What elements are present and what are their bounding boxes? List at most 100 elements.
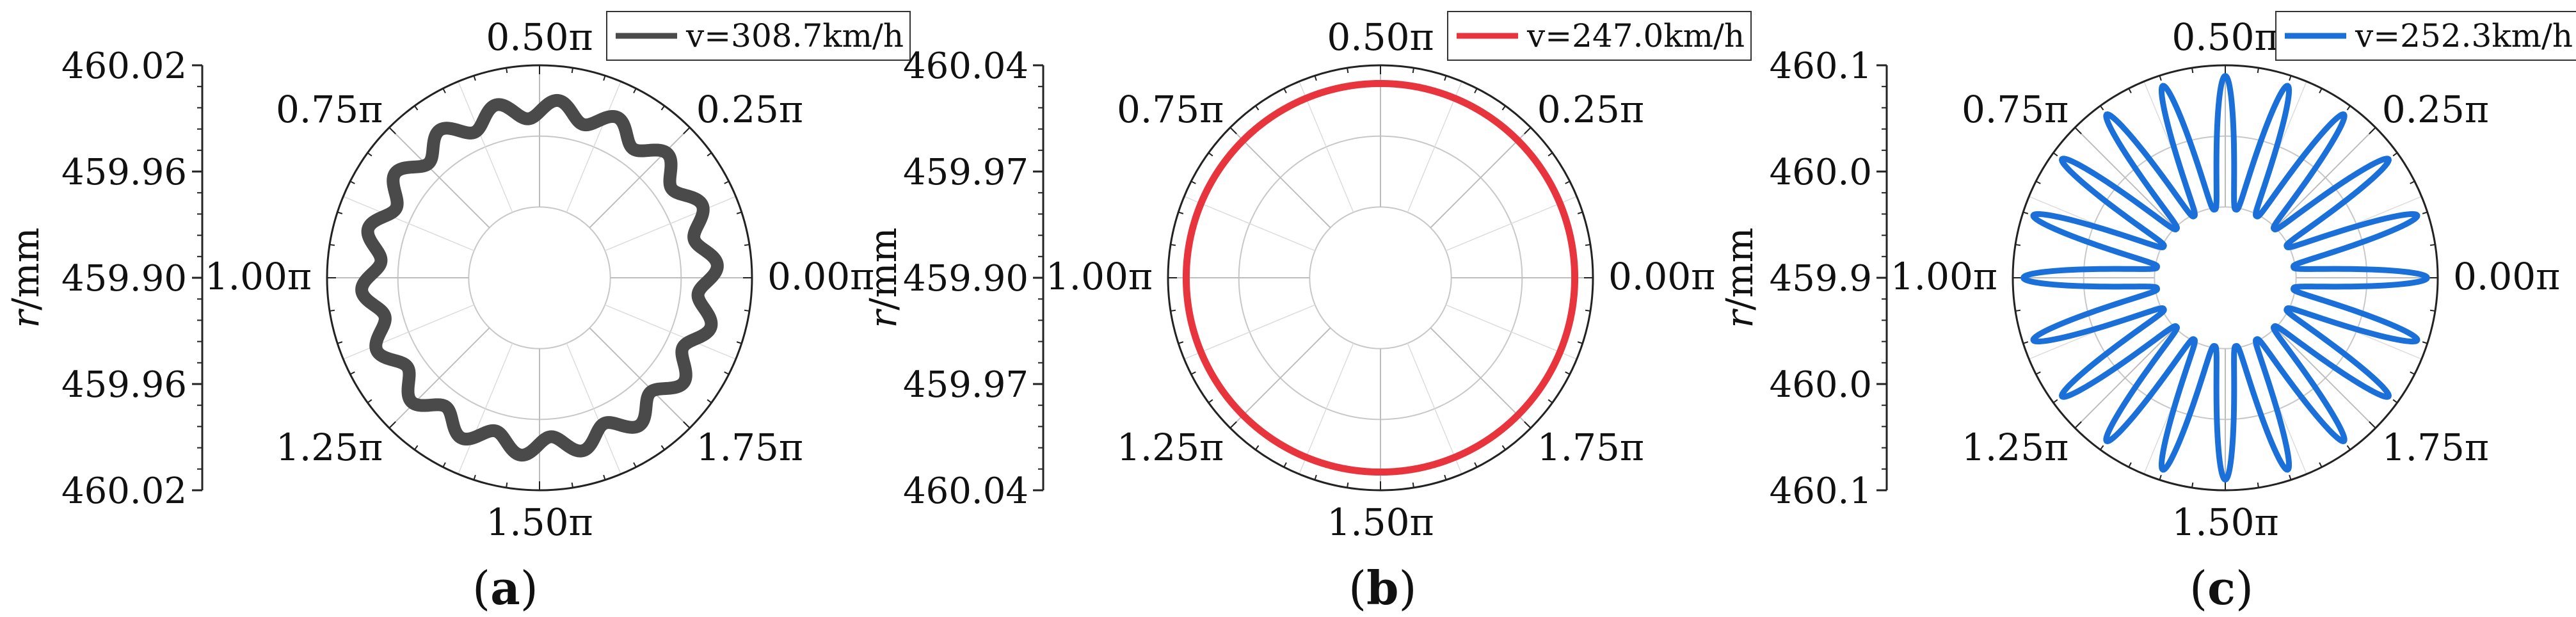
angle-tick: [1577, 341, 1583, 344]
caption-open-paren: (: [472, 561, 490, 615]
radial-tick-label: 459.97: [903, 364, 1028, 406]
angle-label: 1.75π: [2382, 426, 2489, 469]
series-line: [2020, 73, 2430, 483]
angle-tick: [2022, 211, 2029, 214]
angle-tick: [1255, 105, 1260, 111]
y-axis-title-unit: /mm: [861, 227, 905, 310]
angle-tick: [1444, 474, 1447, 481]
angle-tick: [2257, 67, 2259, 74]
grid-spoke: [388, 327, 490, 429]
radial-tick-label: 460.1: [1770, 45, 1872, 87]
grid-spoke: [2074, 327, 2176, 429]
panels: 0.00π 0.25π 0.50π 0.75π 1.00π 1.25π 1.50π 1.75π…: [4, 11, 2576, 615]
angle-tick: [724, 180, 730, 184]
angle-label: 0.50π: [2172, 15, 2278, 59]
legend: v=252.3km/h: [2275, 11, 2576, 61]
legend-label: v=252.3km/h: [2355, 17, 2573, 54]
grid-spoke: [1183, 196, 1316, 252]
angle-tick: [633, 88, 637, 93]
angle-tick: [2369, 127, 2376, 134]
angle-tick: [2159, 474, 2162, 481]
caption-open-paren: (: [2189, 561, 2207, 615]
caption-open-paren: (: [1348, 561, 1366, 615]
angle-tick: [1208, 399, 1213, 403]
angle-tick: [1565, 180, 1571, 184]
y-axis-title-unit: /mm: [4, 227, 47, 310]
grid-spoke: [1299, 81, 1354, 213]
caption-close-paren: ): [2236, 561, 2253, 615]
angle-label: 0.25π: [2382, 88, 2489, 131]
angle-label: 1.25π: [1117, 426, 1224, 469]
angle-tick: [736, 211, 742, 214]
series-line: [355, 93, 724, 462]
grid-spoke: [1183, 304, 1316, 360]
panel-a: 0.00π 0.25π 0.50π 0.75π 1.00π 1.25π 1.50π 1.75π…: [4, 11, 911, 615]
angle-tick: [1178, 341, 1184, 344]
caption-close-paren: ): [520, 561, 538, 615]
angle-tick: [2319, 462, 2323, 468]
angle-tick: [1585, 309, 1591, 312]
angle-tick: [2410, 180, 2415, 184]
angle-label: 1.50π: [2172, 501, 2278, 544]
angle-tick: [683, 421, 691, 429]
radial-tick-label: 459.97: [903, 152, 1028, 193]
angle-tick: [707, 152, 712, 157]
angle-label: 1.50π: [1327, 501, 1434, 544]
angle-tick: [1501, 445, 1506, 451]
angle-tick: [2052, 399, 2058, 403]
angle-tick: [329, 309, 335, 312]
grid-spoke: [388, 127, 490, 228]
angle-tick: [707, 399, 712, 403]
radial-tick-label: 460.02: [61, 45, 187, 87]
angle-tick: [2257, 482, 2259, 488]
angle-tick: [473, 75, 476, 81]
angle-tick: [2319, 88, 2323, 93]
grid-circle: [1309, 206, 1452, 349]
angle-tick: [1444, 75, 1447, 81]
angle-tick: [660, 445, 665, 451]
grid-spoke: [1430, 327, 1532, 429]
angle-tick: [1208, 152, 1213, 157]
angle-tick: [2159, 75, 2162, 81]
angle-tick: [442, 88, 446, 93]
legend: v=308.7km/h: [606, 11, 911, 61]
angle-tick: [2035, 180, 2041, 184]
y-axis-title: r/mm: [4, 227, 47, 328]
angle-tick: [1170, 309, 1176, 312]
angle-label: 1.00π: [1046, 255, 1153, 298]
y-axis-title-symbol: r: [1718, 308, 1761, 328]
caption-letter: a: [490, 561, 520, 615]
angle-tick: [1524, 127, 1532, 134]
angle-tick: [2422, 341, 2428, 344]
angle-label: 1.25π: [276, 426, 383, 469]
radial-tick-label: 460.04: [903, 470, 1028, 512]
angle-tick: [1474, 88, 1478, 93]
grid-spoke: [1430, 127, 1532, 228]
angle-tick: [2346, 105, 2351, 111]
radial-tick-label: 459.96: [61, 152, 187, 193]
grid-spoke: [1445, 304, 1578, 360]
radial-tick-label: 460.0: [1770, 364, 1872, 406]
angle-label: 1.00π: [1891, 255, 1997, 298]
grid-spoke: [458, 342, 513, 475]
angle-tick: [1314, 474, 1317, 481]
angle-tick: [1170, 244, 1176, 246]
angle-tick: [2074, 127, 2082, 134]
angle-label: 1.75π: [1537, 426, 1644, 469]
angle-tick: [388, 127, 396, 134]
angle-label: 0.75π: [276, 88, 383, 131]
angle-tick: [388, 421, 396, 429]
angle-tick: [2100, 445, 2104, 451]
legend: v=247.0km/h: [1447, 11, 1752, 61]
angle-tick: [2191, 67, 2194, 74]
grid-spoke: [1407, 81, 1462, 213]
angle-tick: [1347, 482, 1349, 488]
angle-label: 1.75π: [696, 426, 803, 469]
angle-tick: [2289, 474, 2292, 481]
angle-tick: [1548, 399, 1553, 403]
grid-spoke: [589, 127, 691, 228]
radial-tick-label: 460.02: [61, 470, 187, 512]
angle-tick: [1585, 244, 1591, 246]
panel-caption: (c): [2189, 561, 2253, 615]
angle-tick: [367, 152, 372, 157]
